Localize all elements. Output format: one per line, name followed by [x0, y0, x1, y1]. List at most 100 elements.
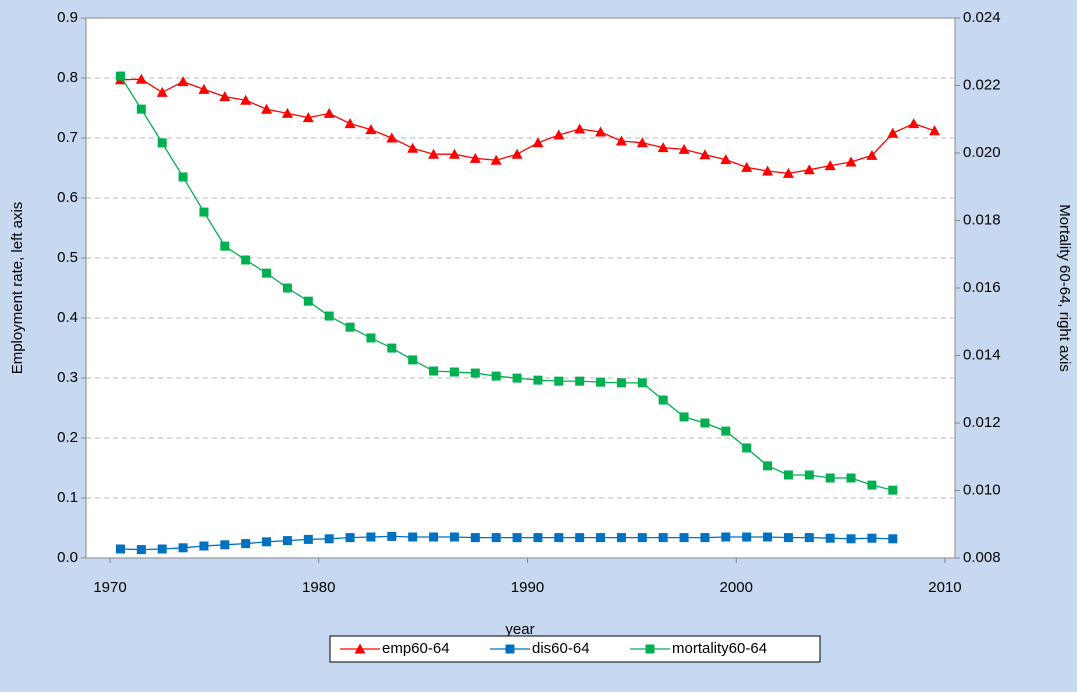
marker — [700, 533, 710, 543]
y-tick-label: 0.6 — [57, 189, 78, 206]
marker — [929, 125, 941, 136]
marker — [261, 103, 273, 114]
marker — [533, 533, 543, 543]
marker — [658, 533, 668, 543]
x-axis-title: year — [505, 621, 534, 638]
marker — [199, 207, 209, 217]
marker — [700, 418, 710, 428]
marker — [449, 532, 459, 542]
legend-box — [329, 635, 821, 663]
y-tick-label: 0.3 — [57, 369, 78, 386]
marker — [449, 367, 459, 377]
marker — [645, 644, 655, 654]
marker — [220, 241, 230, 251]
y2-tick-label: 0.014 — [963, 346, 1001, 363]
marker — [157, 138, 167, 148]
marker — [408, 355, 418, 365]
y2-tick-label: 0.022 — [963, 76, 1001, 93]
y-tick-label: 0.1 — [57, 489, 78, 506]
marker — [763, 461, 773, 471]
marker — [178, 172, 188, 182]
marker — [783, 533, 793, 543]
y2-tick-label: 0.012 — [963, 414, 1001, 431]
marker — [888, 485, 898, 495]
marker — [615, 135, 627, 146]
marker — [824, 160, 836, 171]
marker — [135, 73, 147, 84]
y-axis-title: Employment rate, left axis — [9, 202, 26, 375]
marker — [845, 156, 857, 167]
marker — [742, 532, 752, 542]
marker — [575, 533, 585, 543]
marker — [804, 470, 814, 480]
marker — [574, 123, 586, 134]
legend-label: dis60-64 — [532, 640, 590, 657]
marker — [177, 76, 189, 87]
marker — [136, 104, 146, 114]
x-tick-label: 1990 — [511, 579, 544, 596]
marker — [825, 473, 835, 483]
marker — [324, 534, 334, 544]
marker — [262, 268, 272, 278]
marker — [156, 86, 168, 97]
marker — [470, 368, 480, 378]
marker — [429, 366, 439, 376]
series-line — [120, 78, 935, 175]
marker — [825, 533, 835, 543]
marker — [721, 532, 731, 542]
y2-tick-label: 0.018 — [963, 211, 1001, 228]
marker — [115, 544, 125, 554]
marker — [678, 143, 690, 154]
marker — [387, 531, 397, 541]
y-tick-label: 0.4 — [57, 309, 78, 326]
marker — [804, 533, 814, 543]
y2-axis-title: Mortality 60-64, right axis — [1056, 204, 1073, 372]
marker — [512, 533, 522, 543]
marker — [366, 333, 376, 343]
y2-tick-label: 0.010 — [963, 481, 1001, 498]
y2-tick-label: 0.016 — [963, 279, 1001, 296]
marker — [867, 533, 877, 543]
marker — [407, 142, 419, 153]
marker — [490, 154, 502, 165]
x-tick-label: 2010 — [928, 579, 961, 596]
marker — [636, 137, 648, 148]
marker — [470, 533, 480, 543]
marker — [344, 118, 356, 129]
marker — [888, 534, 898, 544]
marker — [763, 532, 773, 542]
marker — [240, 94, 252, 105]
marker — [657, 142, 669, 153]
marker — [491, 533, 501, 543]
marker — [616, 378, 626, 388]
marker — [429, 532, 439, 542]
marker — [512, 373, 522, 383]
marker — [469, 152, 481, 163]
x-tick-label: 2000 — [720, 579, 753, 596]
marker — [679, 412, 689, 422]
marker — [354, 643, 366, 654]
marker — [345, 322, 355, 332]
marker — [241, 255, 251, 265]
legend-label: emp60-64 — [382, 640, 450, 657]
marker — [303, 296, 313, 306]
marker — [178, 543, 188, 553]
marker — [241, 539, 251, 549]
marker — [846, 534, 856, 544]
y-tick-label: 0.8 — [57, 69, 78, 86]
marker — [554, 376, 564, 386]
marker — [323, 107, 335, 118]
x-tick-label: 1980 — [302, 579, 335, 596]
marker — [721, 426, 731, 436]
marker — [741, 161, 753, 172]
marker — [575, 376, 585, 386]
marker — [616, 533, 626, 543]
marker — [505, 644, 515, 654]
y-tick-label: 0.7 — [57, 129, 78, 146]
marker — [679, 533, 689, 543]
marker — [281, 107, 293, 118]
marker — [658, 395, 668, 405]
marker — [762, 165, 774, 176]
y-tick-label: 0.2 — [57, 429, 78, 446]
y2-tick-label: 0.020 — [963, 144, 1001, 161]
